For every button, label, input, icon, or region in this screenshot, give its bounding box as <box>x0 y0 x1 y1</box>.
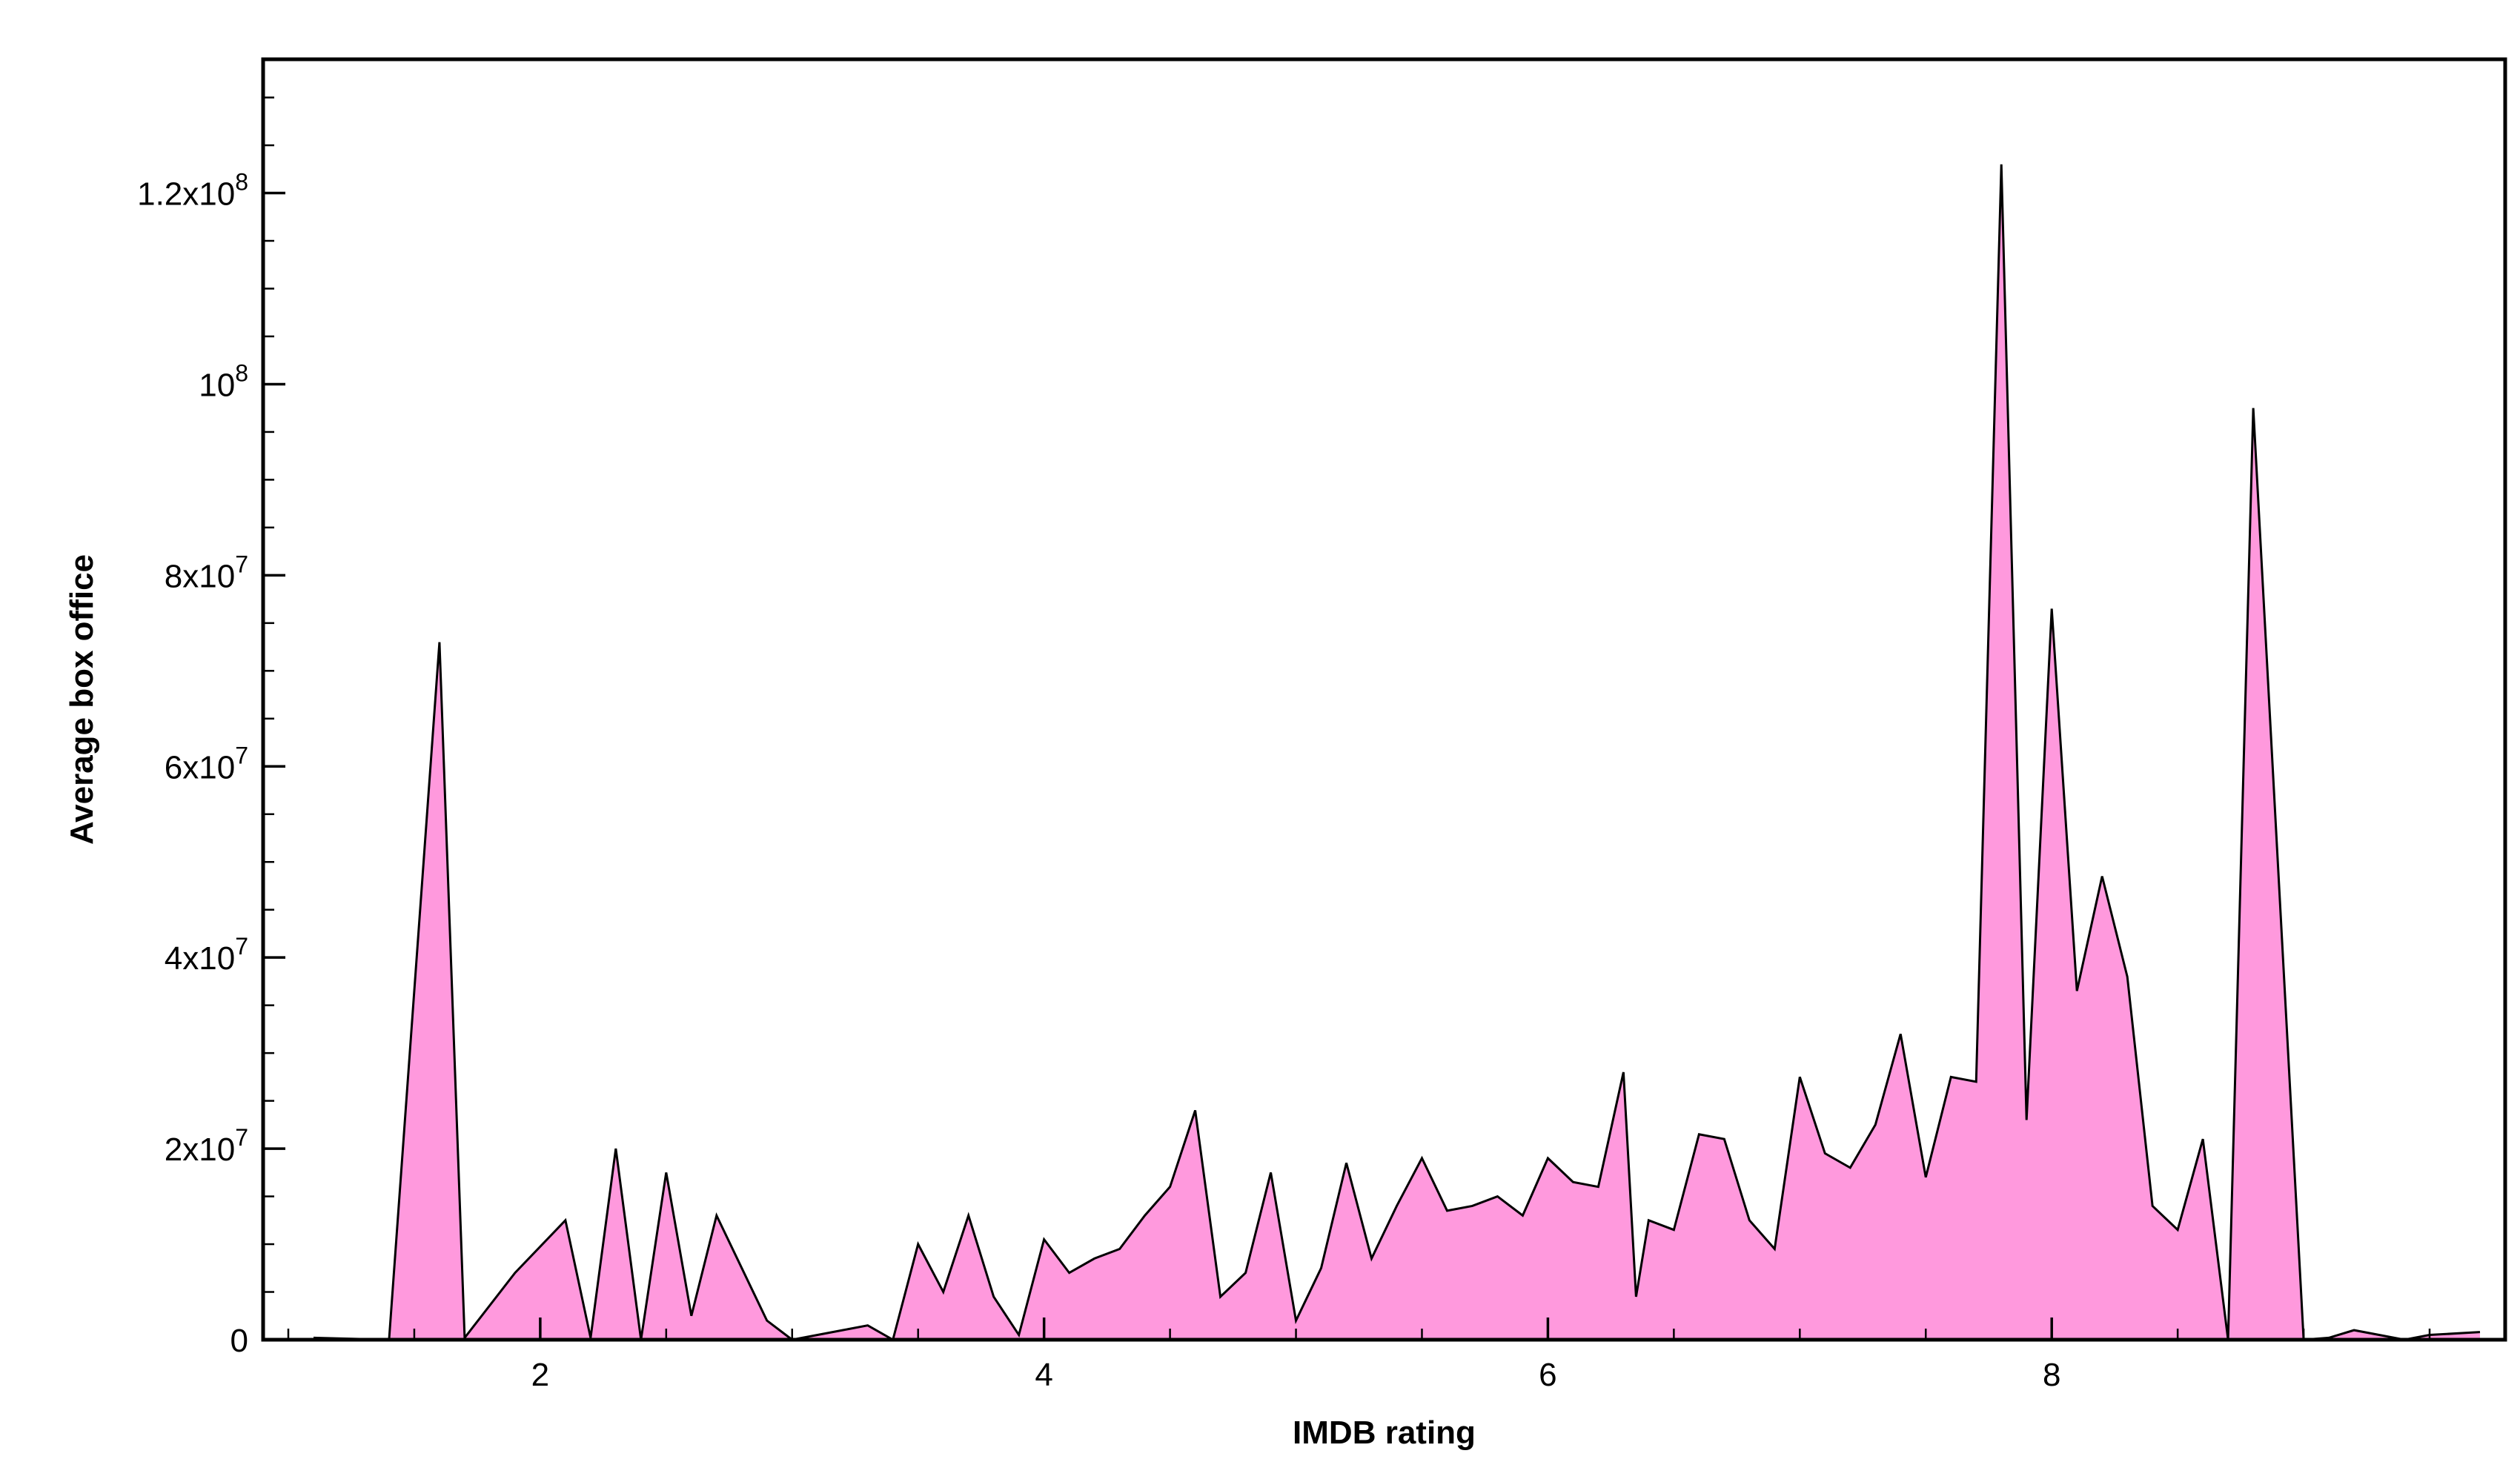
x-tick-label: 6 <box>1539 1357 1556 1393</box>
x-tick-label: 8 <box>2043 1357 2060 1393</box>
plot-frame <box>261 57 2507 1342</box>
y-tick-label: 108 <box>199 359 248 403</box>
area-fill <box>313 164 2481 1340</box>
x-axis-title: IMDB rating <box>1293 1415 1476 1451</box>
y-axis-title: Average box office <box>64 554 100 845</box>
plot-area <box>313 164 2481 1342</box>
axes: 0 2x107 4x107 6x107 8x107 108 1.2x108 2 4 6 8 <box>137 57 2507 1393</box>
series-line <box>313 164 2481 1342</box>
y-tick-label: 0 <box>231 1323 248 1359</box>
y-tick-label: 1.2x108 <box>137 169 248 213</box>
y-tick-label: 2x107 <box>165 1124 248 1168</box>
y-tick-label: 8x107 <box>165 551 248 594</box>
y-tick-label: 4x107 <box>165 933 248 977</box>
x-tick-label: 4 <box>1035 1357 1052 1393</box>
x-tick-label: 2 <box>531 1357 549 1393</box>
y-tick-label: 6x107 <box>165 742 248 785</box>
